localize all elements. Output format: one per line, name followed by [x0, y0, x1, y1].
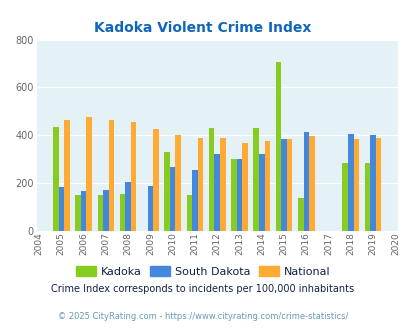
Bar: [147, 185, 153, 231]
Bar: [130, 122, 136, 231]
Bar: [186, 195, 192, 231]
Bar: [236, 159, 242, 231]
Bar: [253, 128, 258, 231]
Bar: [369, 135, 375, 231]
Bar: [169, 167, 175, 231]
Bar: [153, 129, 158, 231]
Text: Crime Index corresponds to incidents per 100,000 inhabitants: Crime Index corresponds to incidents per…: [51, 284, 354, 294]
Bar: [303, 132, 308, 231]
Bar: [242, 143, 247, 231]
Bar: [75, 195, 81, 231]
Bar: [208, 128, 214, 231]
Bar: [286, 139, 292, 231]
Bar: [164, 152, 169, 231]
Bar: [264, 141, 269, 231]
Bar: [375, 138, 381, 231]
Bar: [364, 163, 369, 231]
Bar: [86, 117, 92, 231]
Bar: [53, 127, 58, 231]
Bar: [214, 154, 220, 231]
Bar: [281, 139, 286, 231]
Bar: [125, 182, 130, 231]
Bar: [230, 159, 236, 231]
Bar: [353, 139, 358, 231]
Text: © 2025 CityRating.com - https://www.cityrating.com/crime-statistics/: © 2025 CityRating.com - https://www.city…: [58, 313, 347, 321]
Bar: [109, 120, 114, 231]
Bar: [297, 197, 303, 231]
Bar: [192, 171, 197, 231]
Bar: [347, 134, 353, 231]
Bar: [258, 154, 264, 231]
Bar: [119, 194, 125, 231]
Bar: [103, 190, 109, 231]
Bar: [342, 163, 347, 231]
Bar: [64, 120, 70, 231]
Bar: [308, 136, 314, 231]
Bar: [58, 187, 64, 231]
Bar: [220, 138, 225, 231]
Bar: [175, 135, 181, 231]
Bar: [197, 138, 203, 231]
Text: Kadoka Violent Crime Index: Kadoka Violent Crime Index: [94, 21, 311, 35]
Bar: [275, 62, 281, 231]
Bar: [81, 191, 86, 231]
Legend: Kadoka, South Dakota, National: Kadoka, South Dakota, National: [71, 261, 334, 281]
Bar: [97, 195, 103, 231]
